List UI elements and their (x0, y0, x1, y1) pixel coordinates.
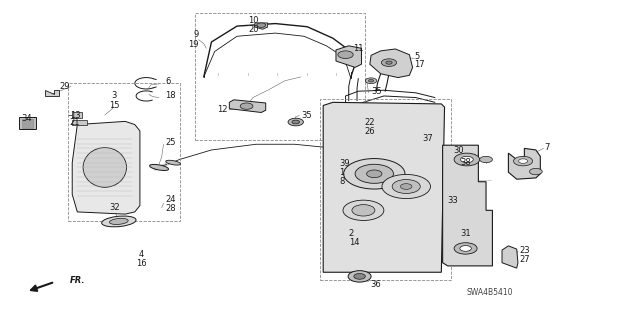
Bar (19, 117, 36, 129)
Text: 36: 36 (370, 279, 381, 288)
Text: 33: 33 (448, 196, 458, 205)
Text: 21: 21 (70, 118, 80, 128)
Circle shape (529, 168, 542, 175)
Circle shape (257, 23, 266, 27)
Circle shape (392, 180, 420, 194)
Circle shape (288, 118, 303, 126)
Text: 25: 25 (166, 137, 176, 146)
Text: 17: 17 (415, 60, 425, 69)
Ellipse shape (150, 164, 168, 170)
Text: 19: 19 (188, 40, 198, 49)
Text: 1: 1 (339, 168, 344, 177)
Text: 14: 14 (349, 238, 359, 247)
Polygon shape (336, 46, 362, 67)
Text: 5: 5 (415, 52, 420, 61)
Text: 39: 39 (339, 159, 350, 168)
Circle shape (479, 156, 492, 163)
Circle shape (454, 243, 477, 254)
Text: 20: 20 (248, 26, 259, 34)
Circle shape (367, 170, 382, 178)
Polygon shape (443, 145, 492, 266)
Circle shape (461, 156, 473, 163)
Circle shape (338, 51, 353, 58)
Circle shape (292, 120, 300, 124)
Text: 26: 26 (365, 127, 375, 136)
Bar (320, 99, 451, 280)
Text: 35: 35 (301, 111, 312, 120)
Text: 4: 4 (139, 250, 144, 259)
Polygon shape (45, 90, 60, 96)
Text: 24: 24 (166, 195, 176, 204)
Circle shape (352, 204, 375, 216)
Circle shape (369, 79, 374, 82)
Text: 16: 16 (136, 259, 147, 268)
Text: 9: 9 (193, 31, 198, 40)
Circle shape (401, 184, 412, 189)
Circle shape (454, 153, 479, 166)
Circle shape (354, 273, 365, 279)
Bar (22, 119, 33, 128)
Circle shape (343, 200, 384, 220)
Polygon shape (72, 120, 87, 124)
Text: 29: 29 (59, 82, 70, 91)
Text: FR.: FR. (70, 276, 85, 285)
Polygon shape (72, 122, 140, 214)
Polygon shape (323, 102, 445, 272)
Text: 31: 31 (461, 229, 471, 238)
Polygon shape (502, 246, 518, 268)
Text: 37: 37 (422, 134, 433, 143)
Circle shape (365, 78, 377, 84)
Polygon shape (229, 100, 266, 113)
Text: 38: 38 (461, 158, 471, 167)
Circle shape (518, 159, 527, 163)
Polygon shape (370, 49, 413, 78)
Polygon shape (508, 148, 540, 179)
Circle shape (460, 246, 471, 251)
Text: 32: 32 (109, 203, 120, 212)
Circle shape (513, 156, 532, 166)
Text: 7: 7 (545, 143, 550, 152)
Circle shape (344, 159, 405, 189)
Text: 15: 15 (109, 101, 120, 110)
Polygon shape (72, 113, 83, 118)
Circle shape (382, 174, 431, 198)
Text: 23: 23 (519, 246, 530, 255)
Text: 10: 10 (248, 16, 259, 25)
Text: 18: 18 (166, 92, 176, 100)
Text: 8: 8 (339, 177, 344, 186)
Text: 22: 22 (365, 117, 375, 127)
Polygon shape (255, 23, 268, 29)
Ellipse shape (109, 219, 128, 225)
Circle shape (381, 59, 397, 66)
Text: 13: 13 (70, 111, 80, 120)
Text: 12: 12 (217, 105, 227, 114)
Circle shape (355, 164, 394, 183)
Text: 34: 34 (21, 114, 32, 123)
Ellipse shape (102, 216, 136, 227)
Text: 11: 11 (353, 44, 364, 53)
Bar (195, 13, 365, 140)
Text: 6: 6 (166, 77, 171, 86)
Circle shape (386, 61, 392, 64)
Text: SWA4B5410: SWA4B5410 (467, 288, 513, 297)
Text: 28: 28 (166, 204, 176, 213)
Circle shape (348, 271, 371, 282)
Text: 3: 3 (111, 92, 117, 100)
Bar (68, 83, 179, 221)
Text: 27: 27 (519, 255, 530, 264)
Ellipse shape (83, 148, 127, 187)
Circle shape (240, 103, 253, 109)
Text: 2: 2 (349, 229, 354, 238)
Text: 30: 30 (453, 146, 463, 155)
Ellipse shape (166, 160, 180, 165)
Text: 35: 35 (371, 87, 381, 96)
